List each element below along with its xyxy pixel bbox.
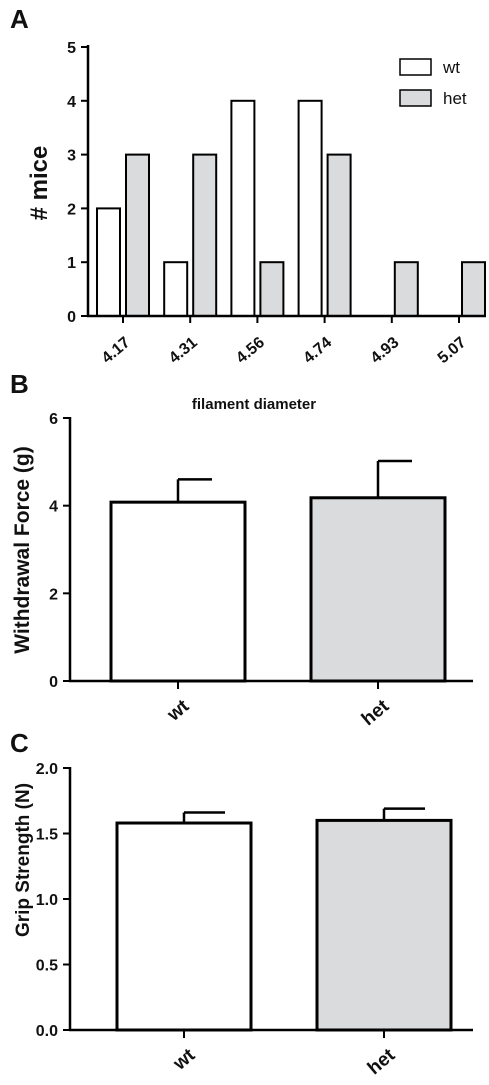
panel-a-bars [96,99,486,318]
bar-het-4_93 [393,261,419,318]
x-tick-label-wt: wt [169,1044,200,1075]
y-tick-label: 3 [67,148,76,165]
bar-wt-4_74 [297,99,323,317]
legend: wt het [399,58,467,108]
panel-b-bars [109,459,447,683]
x-tick-label: 4.93 [368,334,403,367]
bar-het-5_07 [461,261,486,318]
y-tick-label: 5 [67,40,76,57]
x-tick-label-wt: wt [163,695,194,726]
y-tick-label: 1.0 [36,892,58,909]
x-tick-label: 4.56 [233,334,268,367]
bar-het [315,818,453,1032]
panel-c-x-ticks: wt het [169,1030,400,1079]
bar-het [309,496,447,683]
y-tick-label: 1.5 [36,827,58,844]
bar-wt [115,821,253,1032]
panel-c: C Grip Strength (N) 0.0 0.5 1.0 1.5 2.0 wt he… [10,728,473,1079]
bar-het-4_17 [125,153,150,317]
panel-b-x-ticks: wt het [163,681,394,730]
panel-a-letter: A [10,4,29,34]
x-tick-label: 4.31 [166,334,201,367]
panel-c-y-ticks: 0.0 0.5 1.0 1.5 2.0 [36,761,70,1040]
legend-label-het: het [443,89,467,108]
bar-wt-4_31 [163,261,189,318]
y-tick-label: 4 [67,94,76,111]
x-tick-label-het: het [364,1044,400,1079]
y-tick-label: 1 [67,255,76,272]
y-tick-label: 0 [67,309,76,326]
y-tick-label: 4 [49,499,58,516]
x-tick-label-het: het [358,695,394,730]
bar-wt-4_56 [230,99,256,317]
bar-het-4_74 [326,153,352,317]
panel-b-y-ticks: 0 2 4 6 [49,411,70,691]
x-tick-label: 5.07 [435,334,470,367]
y-tick-label: 2 [67,201,76,218]
panel-c-y-axis-title: Grip Strength (N) [13,783,34,937]
y-tick-label: 0.5 [36,958,58,975]
x-tick-label: 4.17 [99,334,134,367]
legend-item-het: het [399,89,467,108]
bar-wt-4_17 [96,207,121,317]
legend-swatch-het [399,89,432,107]
x-tick-label: 4.74 [300,334,335,367]
y-tick-label: 2.0 [36,761,58,778]
panel-a-y-ticks: 0 1 2 3 4 5 [67,40,88,326]
bar-het-4_31 [192,153,218,317]
legend-label-wt: wt [442,58,460,77]
y-tick-label: 2 [49,586,58,603]
panel-c-letter: C [10,728,29,758]
y-tick-label: 0 [49,674,58,691]
panel-a: A # mice 0 1 2 3 4 5 4.17 4.31 4.56 4.74 4.93 5.07… [10,4,486,413]
bar-het-4_56 [259,261,285,318]
panel-b-letter: B [10,369,29,399]
panel-b-y-axis-title: Withdrawal Force (g) [11,446,34,654]
y-tick-label: 6 [49,411,58,428]
panel-a-x-ticks: 4.17 4.31 4.56 4.74 4.93 5.07 [99,316,470,367]
panel-b: B Withdrawal Force (g) 0 2 4 6 wt het [10,369,473,730]
panel-c-bars [115,807,453,1032]
legend-swatch-wt [399,58,432,76]
bar-wt [109,500,247,683]
panel-a-y-axis-title: # mice [26,146,53,221]
legend-item-wt: wt [399,58,460,77]
panel-a-x-axis-title: filament diameter [192,396,316,413]
y-tick-label: 0.0 [36,1023,58,1040]
